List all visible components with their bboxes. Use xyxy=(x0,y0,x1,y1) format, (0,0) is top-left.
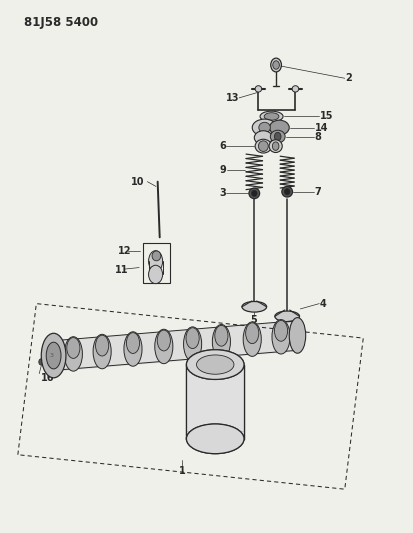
Text: 4: 4 xyxy=(319,298,326,309)
Text: 2: 2 xyxy=(345,73,351,83)
Ellipse shape xyxy=(185,328,199,349)
Ellipse shape xyxy=(259,111,282,122)
Text: 14: 14 xyxy=(314,123,328,133)
Text: 1: 1 xyxy=(178,466,185,475)
Ellipse shape xyxy=(39,359,44,365)
Text: 10: 10 xyxy=(131,176,144,187)
Ellipse shape xyxy=(154,329,173,364)
Ellipse shape xyxy=(148,265,162,284)
Ellipse shape xyxy=(274,132,280,141)
Ellipse shape xyxy=(152,251,160,261)
Text: 13: 13 xyxy=(225,93,238,103)
Ellipse shape xyxy=(186,350,243,379)
Ellipse shape xyxy=(274,320,287,341)
Ellipse shape xyxy=(251,190,256,197)
Ellipse shape xyxy=(248,188,259,199)
Ellipse shape xyxy=(258,122,270,133)
Ellipse shape xyxy=(93,334,111,369)
Ellipse shape xyxy=(66,337,80,358)
Text: 6: 6 xyxy=(219,141,225,151)
Ellipse shape xyxy=(252,119,276,136)
Ellipse shape xyxy=(258,141,268,151)
Ellipse shape xyxy=(41,333,66,378)
Ellipse shape xyxy=(268,140,282,152)
Text: 8: 8 xyxy=(314,132,321,142)
Ellipse shape xyxy=(263,113,278,120)
Text: 12: 12 xyxy=(118,246,131,256)
Ellipse shape xyxy=(242,322,261,357)
Ellipse shape xyxy=(254,139,271,153)
Ellipse shape xyxy=(289,318,305,353)
Ellipse shape xyxy=(123,332,142,366)
Ellipse shape xyxy=(64,337,82,371)
Ellipse shape xyxy=(272,142,278,150)
Text: 81J58 5400: 81J58 5400 xyxy=(24,16,98,29)
Ellipse shape xyxy=(95,335,109,356)
Ellipse shape xyxy=(186,350,243,379)
Text: 15: 15 xyxy=(319,111,333,122)
Ellipse shape xyxy=(245,323,258,344)
Ellipse shape xyxy=(254,86,261,92)
Ellipse shape xyxy=(269,120,289,135)
Ellipse shape xyxy=(196,355,233,374)
Ellipse shape xyxy=(241,302,266,312)
Ellipse shape xyxy=(186,424,243,454)
Ellipse shape xyxy=(281,187,292,197)
Text: 3: 3 xyxy=(219,188,225,198)
Ellipse shape xyxy=(196,355,233,374)
Text: 5: 5 xyxy=(250,314,256,325)
Text: 9: 9 xyxy=(219,165,225,175)
Text: 7: 7 xyxy=(314,187,321,197)
Ellipse shape xyxy=(254,131,272,144)
Ellipse shape xyxy=(186,424,243,454)
Ellipse shape xyxy=(284,189,290,195)
Text: 16: 16 xyxy=(40,373,54,383)
Ellipse shape xyxy=(274,311,299,321)
Ellipse shape xyxy=(271,320,290,354)
Text: 3: 3 xyxy=(50,353,54,358)
Ellipse shape xyxy=(183,327,201,361)
Text: 11: 11 xyxy=(114,265,128,274)
Ellipse shape xyxy=(148,251,162,272)
Ellipse shape xyxy=(270,130,285,143)
Ellipse shape xyxy=(126,333,139,353)
Ellipse shape xyxy=(270,58,281,72)
Ellipse shape xyxy=(46,342,61,369)
Ellipse shape xyxy=(212,325,230,359)
Ellipse shape xyxy=(292,86,298,92)
Ellipse shape xyxy=(272,61,279,69)
Bar xyxy=(142,243,170,283)
Polygon shape xyxy=(186,365,243,439)
Ellipse shape xyxy=(214,325,228,346)
Ellipse shape xyxy=(157,330,170,351)
